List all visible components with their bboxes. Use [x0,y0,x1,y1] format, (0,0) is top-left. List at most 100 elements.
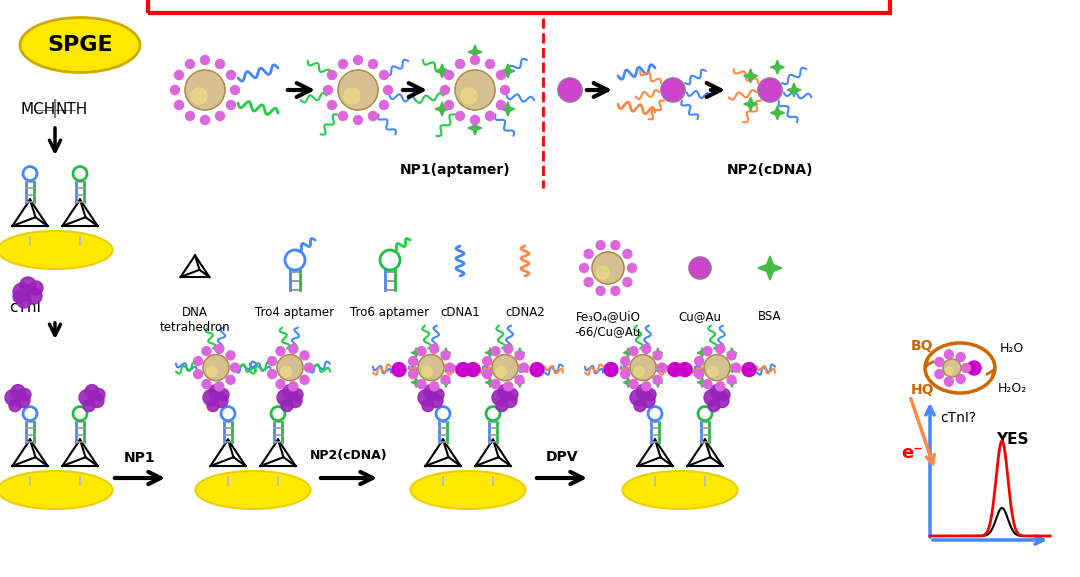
Circle shape [496,366,507,377]
Circle shape [368,111,378,121]
Circle shape [191,88,207,104]
Circle shape [210,385,222,399]
Circle shape [944,350,954,359]
Circle shape [305,363,313,372]
Circle shape [430,344,438,353]
Circle shape [19,388,31,400]
Circle shape [503,382,513,391]
Circle shape [503,394,517,407]
Circle shape [689,257,711,279]
Circle shape [26,288,42,304]
Circle shape [13,291,25,303]
Circle shape [171,85,179,95]
Circle shape [215,382,224,391]
Text: DNA
tetrahedron: DNA tetrahedron [160,306,230,334]
Circle shape [226,375,235,384]
Circle shape [627,264,636,272]
Circle shape [441,351,450,360]
Polygon shape [468,121,482,135]
Text: cTnI?: cTnI? [940,411,976,425]
Text: BSA: BSA [758,310,782,323]
Circle shape [497,70,505,80]
Polygon shape [485,377,495,387]
Circle shape [486,59,495,69]
Circle shape [515,351,524,360]
Circle shape [483,357,491,366]
Circle shape [445,70,454,80]
Circle shape [93,388,105,400]
Circle shape [283,385,297,399]
Circle shape [634,366,645,377]
Circle shape [710,385,724,399]
Text: SPGE: SPGE [48,35,112,55]
Polygon shape [501,64,515,78]
Circle shape [29,281,43,295]
Circle shape [496,400,508,411]
Circle shape [13,283,31,301]
Circle shape [276,355,303,381]
Polygon shape [485,348,495,358]
Polygon shape [435,102,449,116]
Circle shape [956,374,966,384]
Circle shape [498,385,512,399]
Polygon shape [441,348,450,358]
Ellipse shape [622,471,738,509]
Circle shape [338,111,348,121]
Circle shape [500,85,510,95]
Polygon shape [744,69,757,83]
Circle shape [716,382,725,391]
Circle shape [704,389,720,406]
Circle shape [417,347,426,355]
Circle shape [268,370,276,379]
Circle shape [678,362,692,377]
Circle shape [492,355,518,381]
Circle shape [9,400,21,411]
Text: HQ: HQ [910,383,934,397]
Circle shape [300,351,309,360]
Circle shape [634,400,646,411]
Circle shape [943,359,961,377]
Circle shape [742,362,756,377]
Circle shape [694,370,704,379]
Circle shape [658,363,666,372]
Circle shape [21,277,36,293]
Circle shape [727,375,737,384]
Circle shape [368,59,378,69]
Text: NP1: NP1 [124,451,156,465]
Circle shape [623,278,632,287]
Circle shape [353,115,363,125]
Circle shape [935,357,944,366]
Circle shape [491,347,500,355]
Circle shape [704,355,730,381]
Circle shape [471,115,480,125]
Circle shape [630,389,646,406]
Circle shape [230,363,240,372]
Circle shape [456,59,464,69]
Circle shape [715,394,729,407]
Text: YES: YES [996,433,1028,448]
Circle shape [185,70,225,110]
Circle shape [418,355,444,381]
Circle shape [217,388,229,400]
Circle shape [530,362,544,377]
Circle shape [83,400,95,411]
Polygon shape [727,348,737,358]
Circle shape [288,344,298,353]
Circle shape [621,357,630,366]
Circle shape [961,364,971,373]
Circle shape [281,366,292,377]
Circle shape [592,252,624,284]
Circle shape [288,382,298,391]
Circle shape [653,351,662,360]
Circle shape [731,363,741,372]
Text: Tro6 aptamer: Tro6 aptamer [350,306,430,319]
Circle shape [456,362,470,377]
Circle shape [227,100,235,110]
Text: H₂O: H₂O [1000,342,1024,354]
Circle shape [727,351,737,360]
Circle shape [604,362,618,377]
Circle shape [445,100,454,110]
Text: NP1(aptamer): NP1(aptamer) [400,163,511,177]
Circle shape [642,382,651,391]
Circle shape [327,100,337,110]
